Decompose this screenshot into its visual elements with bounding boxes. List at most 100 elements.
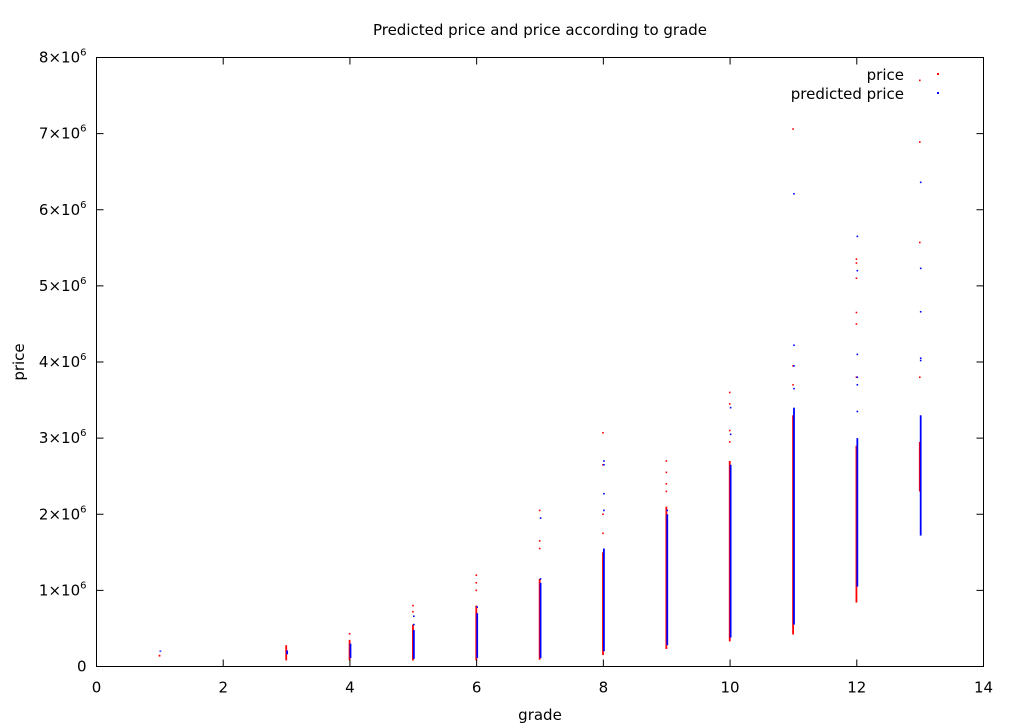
data-point bbox=[475, 574, 478, 576]
y-tick-label: 8×106 bbox=[39, 48, 87, 67]
y-tick-label: 5×106 bbox=[39, 276, 87, 295]
y-tick-exponent: 6 bbox=[80, 124, 86, 135]
y-axis-label: price bbox=[10, 343, 28, 380]
y-tick-mantissa: 7×10 bbox=[39, 125, 80, 143]
data-point bbox=[412, 610, 414, 613]
data-point bbox=[666, 509, 669, 512]
data-point bbox=[665, 483, 668, 485]
data-point bbox=[603, 509, 605, 512]
y-tick-exponent: 6 bbox=[80, 504, 86, 515]
data-point bbox=[602, 463, 604, 466]
data-point bbox=[412, 604, 414, 607]
data-point bbox=[792, 365, 794, 367]
point-cluster bbox=[539, 582, 542, 659]
y-tick-mantissa: 4×10 bbox=[39, 353, 80, 371]
legend-label-predicted-price: predicted price bbox=[791, 85, 904, 103]
chart-title: Predicted price and price according to g… bbox=[373, 21, 707, 39]
data-point bbox=[919, 310, 922, 313]
y-tick-mantissa: 6×10 bbox=[39, 201, 80, 219]
x-tick-label: 12 bbox=[847, 679, 866, 697]
data-point bbox=[918, 376, 921, 379]
data-point bbox=[856, 235, 859, 238]
y-tick-label: 2×106 bbox=[39, 504, 87, 523]
data-point bbox=[158, 654, 161, 657]
data-point bbox=[413, 615, 415, 618]
data-point bbox=[538, 540, 541, 542]
data-point bbox=[855, 323, 858, 325]
data-point bbox=[919, 267, 922, 270]
x-axis-label: grade bbox=[518, 706, 562, 724]
data-point bbox=[793, 192, 795, 195]
data-point bbox=[919, 357, 922, 359]
point-cluster bbox=[602, 552, 604, 656]
data-point bbox=[793, 387, 795, 390]
point-cluster bbox=[412, 629, 415, 659]
data-point bbox=[729, 433, 732, 436]
y-tick-label: 6×106 bbox=[39, 200, 87, 219]
data-point bbox=[855, 311, 858, 314]
y-tick-label: 3×106 bbox=[39, 428, 87, 447]
y-tick-label: 1×106 bbox=[39, 580, 87, 599]
x-tick-label: 10 bbox=[721, 679, 740, 697]
data-point bbox=[856, 410, 859, 413]
y-tick-mantissa: 1×10 bbox=[39, 581, 80, 599]
data-point bbox=[728, 429, 731, 432]
y-tick-label: 4×106 bbox=[39, 352, 87, 371]
data-point bbox=[793, 344, 795, 347]
data-point bbox=[792, 128, 794, 130]
data-point bbox=[855, 262, 858, 264]
data-point bbox=[348, 632, 351, 635]
data-point bbox=[539, 578, 542, 580]
y-tick-exponent: 6 bbox=[80, 428, 86, 439]
data-point bbox=[919, 359, 922, 362]
y-axis-ticks: 01×1062×1063×1064×1065×1066×1067×1068×10… bbox=[39, 48, 984, 676]
legend-entry-predicted-price: predicted price bbox=[791, 85, 939, 103]
y-tick-exponent: 6 bbox=[80, 276, 86, 287]
data-point bbox=[475, 581, 478, 584]
legend-label-price: price bbox=[867, 66, 904, 84]
point-cluster bbox=[793, 407, 795, 625]
x-tick-label: 8 bbox=[599, 679, 609, 697]
point-cluster bbox=[349, 643, 352, 659]
data-point bbox=[729, 406, 732, 409]
data-point bbox=[918, 141, 921, 143]
point-cluster bbox=[603, 548, 605, 652]
point-cluster bbox=[919, 415, 922, 536]
y-tick-exponent: 6 bbox=[80, 200, 86, 211]
y-tick-mantissa: 3×10 bbox=[39, 429, 80, 447]
data-point bbox=[856, 353, 859, 356]
y-tick-mantissa: 5×10 bbox=[39, 277, 80, 295]
x-tick-label: 4 bbox=[345, 679, 355, 697]
data-point bbox=[603, 460, 605, 462]
data-point bbox=[792, 384, 794, 386]
y-tick-exponent: 6 bbox=[80, 352, 86, 363]
point-cluster bbox=[666, 514, 669, 646]
plot-frame bbox=[96, 57, 984, 667]
data-point bbox=[603, 463, 605, 466]
data-point bbox=[728, 391, 731, 394]
data-points bbox=[158, 79, 922, 661]
data-point bbox=[475, 589, 478, 592]
data-point bbox=[856, 376, 859, 379]
point-cluster bbox=[159, 650, 162, 652]
point-cluster bbox=[855, 445, 858, 603]
data-point bbox=[855, 376, 858, 379]
point-cluster bbox=[476, 613, 479, 659]
data-point bbox=[856, 269, 859, 272]
legend-marker-predicted-price bbox=[937, 92, 939, 94]
data-point bbox=[665, 460, 668, 462]
data-point bbox=[476, 606, 478, 608]
point-cluster bbox=[729, 464, 732, 638]
x-tick-label: 14 bbox=[974, 679, 993, 697]
data-point bbox=[728, 403, 731, 405]
point-cluster bbox=[286, 650, 289, 655]
data-point bbox=[602, 431, 604, 434]
data-point bbox=[413, 623, 415, 626]
data-point bbox=[538, 509, 541, 512]
data-point bbox=[918, 79, 921, 82]
y-tick-label: 0 bbox=[77, 658, 87, 676]
data-point bbox=[855, 277, 858, 280]
y-tick-exponent: 6 bbox=[80, 48, 86, 59]
y-tick-mantissa: 2×10 bbox=[39, 505, 80, 523]
